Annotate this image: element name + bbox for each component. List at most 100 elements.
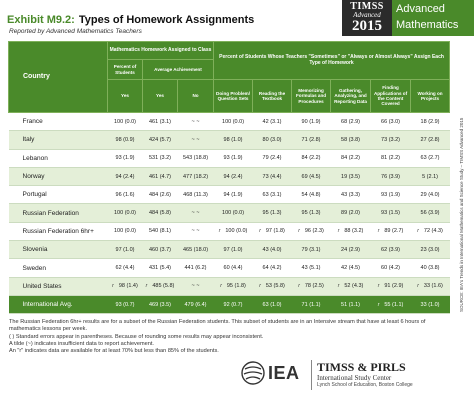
value-cell: 98 (0.9): [107, 130, 143, 150]
col-header-type: Gathering, Analyzing, and Reporting Data: [330, 79, 372, 113]
value-cell: ~ ~: [177, 203, 214, 223]
value-cell: 93 (0.7): [107, 295, 143, 315]
value-cell: 27 (2.8): [410, 130, 450, 150]
iea-text: IEA: [268, 362, 300, 383]
value-cell: 441 (6.2): [177, 258, 214, 278]
cell-value: 89 (2.0): [341, 210, 361, 217]
cell-value: 100 (0.0): [113, 210, 136, 217]
r-marker: r: [417, 228, 419, 235]
value-cell: 479 (6.4): [177, 295, 214, 315]
value-cell: 484 (5.8): [142, 203, 178, 223]
cell-value: 84 (2.2): [301, 155, 321, 162]
r-marker: r: [298, 228, 300, 235]
cell-value: 43 (5.1): [301, 265, 321, 272]
r-marker: r: [298, 283, 300, 290]
cell-value: 94 (1.9): [223, 191, 243, 198]
cell-value: 461 (3.1): [148, 118, 171, 125]
cell-value: 79 (2.4): [262, 155, 282, 162]
cell-value: 540 (8.1): [148, 228, 171, 235]
cell-value: 80 (3.0): [262, 136, 282, 143]
table-row: Russian Federation 100 (0.0) 484 (5.8) ~ ~ 1…: [8, 203, 450, 223]
center-school: Lynch School of Education, Boston Colleg…: [317, 382, 413, 388]
value-cell: 93 (1.5): [370, 203, 411, 223]
cell-value: 96 (2.3): [304, 228, 324, 235]
country-cell: United States: [8, 277, 108, 296]
homework-table-wrap: Country Mathematics Homework Assigned to…: [8, 41, 451, 315]
r-marker: r: [112, 283, 114, 290]
group-header-assigned: Mathematics Homework Assigned to Class: [106, 41, 215, 60]
cell-value: 60 (4.4): [223, 265, 243, 272]
country-cell: Lebanon: [8, 149, 108, 168]
value-cell: 51 (1.1): [330, 295, 371, 315]
cell-value: 54 (4.8): [301, 191, 321, 198]
cell-value: 93 (1.9): [115, 155, 135, 162]
value-cell: 469 (3.5): [142, 295, 178, 315]
col-header-type: Reading the Textbook: [252, 79, 293, 113]
value-cell: 465 (18.0): [177, 240, 214, 260]
cell-value: 98 (1.4): [118, 283, 138, 290]
exhibit-number: Exhibit M9.2:: [7, 14, 75, 26]
r-marker: r: [417, 283, 419, 290]
cell-value: 424 (5.7): [148, 136, 171, 143]
cell-value: 68 (2.9): [341, 118, 361, 125]
cell-value: 42 (4.5): [341, 265, 361, 272]
r-marker: r: [337, 283, 340, 290]
r-marker: r: [145, 283, 148, 290]
timss-logo-dark: TIMSS Advanced 2015: [342, 0, 392, 36]
cell-value: 63 (2.7): [420, 155, 440, 162]
cell-value: 89 (2.7): [384, 228, 404, 235]
cell-value: 100 (0.0): [113, 228, 136, 235]
country-cell: Sweden: [8, 258, 108, 278]
cell-value: 531 (3.2): [148, 155, 171, 162]
value-cell: 100 (0.0): [107, 222, 143, 242]
cell-value: 97 (1.0): [223, 246, 243, 253]
country-cell: Italy: [8, 130, 108, 150]
value-cell: 60 (4.4): [213, 258, 253, 278]
logo-year: 2015: [352, 18, 382, 34]
value-cell: ~ ~: [177, 222, 214, 242]
col-header-no: No: [176, 79, 215, 113]
value-cell: 71 (1.1): [291, 295, 331, 315]
table-row: Slovenia 97 (1.0) 460 (3.7) 465 (18.0) 97 (1…: [8, 240, 450, 260]
table-row-average: International Avg. 93 (0.7) 469 (3.5) 479 (…: [8, 295, 450, 315]
col-header-avg-achievement: Average Achievement: [141, 59, 215, 80]
cell-value: 73 (3.2): [381, 136, 401, 143]
value-cell: 68 (2.9): [330, 112, 371, 132]
timss-logo-green: Advanced Mathematics: [392, 0, 474, 36]
cell-value: 33 (1.6): [423, 283, 443, 290]
cell-value: 95 (1.3): [262, 210, 282, 217]
table-row: Norway 94 (2.4) 461 (4.7) 477 (18.2) 94 (2.4…: [8, 167, 450, 187]
note: A tilde (~) indicates insufficient data …: [9, 340, 154, 347]
cell-value: 465 (18.0): [182, 246, 209, 253]
cell-value: 58 (3.8): [341, 136, 361, 143]
col-header-pct-students: Percent of Students: [107, 59, 143, 80]
cell-value: 19 (3.5): [341, 173, 361, 180]
cell-value: 100 (0.0): [222, 118, 245, 125]
value-cell: 84 (2.2): [330, 149, 371, 168]
value-cell: 62 (3.9): [370, 240, 411, 260]
value-cell: r 88 (3.2): [330, 222, 371, 242]
value-cell: 71 (2.8): [291, 130, 331, 150]
cell-value: 64 (4.2): [262, 265, 282, 272]
note: The Russian Federation 6hr+ results are …: [9, 319, 426, 333]
cell-value: 55 (1.1): [384, 301, 404, 308]
value-cell: 81 (2.2): [370, 149, 411, 168]
value-cell: 96 (1.6): [107, 185, 143, 205]
notes: The Russian Federation 6hr+ results are …: [9, 319, 449, 355]
cell-value: 29 (4.0): [420, 191, 440, 198]
cell-value: 63 (3.1): [262, 191, 282, 198]
r-marker: r: [377, 228, 380, 235]
value-cell: r 95 (1.8): [213, 277, 253, 296]
cell-value: 27 (2.8): [420, 136, 440, 143]
cell-value: 63 (1.0): [262, 301, 282, 308]
col-header-type: Memorizing Formulas and Procedures: [291, 79, 332, 113]
value-cell: 73 (4.4): [252, 167, 292, 187]
value-cell: 42 (3.1): [252, 112, 292, 132]
value-cell: 95 (1.3): [291, 203, 331, 223]
value-cell: 461 (3.1): [142, 112, 178, 132]
value-cell: 63 (1.0): [252, 295, 292, 315]
group-header-percent: Percent of Students Whose Teachers "Some…: [213, 41, 451, 80]
cell-value: 62 (4.4): [115, 265, 135, 272]
cell-value: 69 (4.5): [301, 173, 321, 180]
cell-value: ~ ~: [191, 210, 200, 217]
